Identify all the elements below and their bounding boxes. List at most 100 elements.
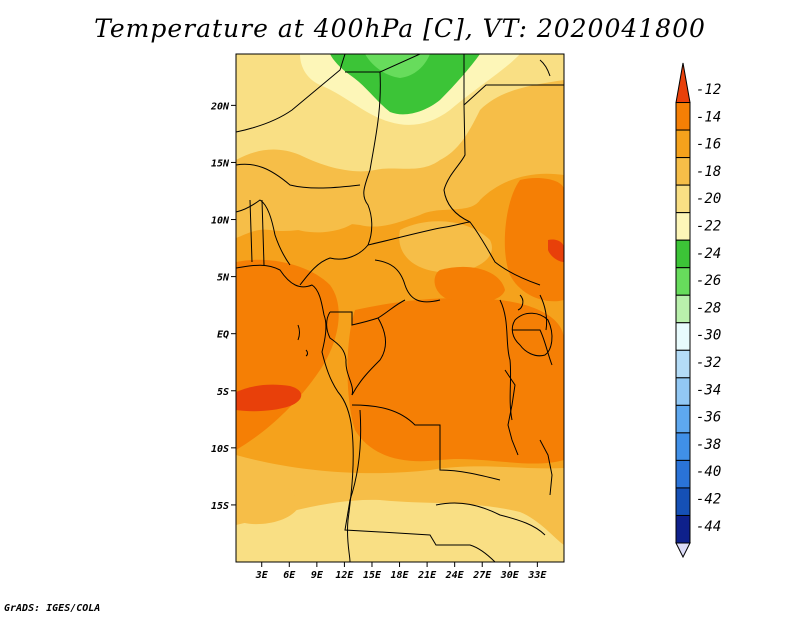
lon-tick-label: 3E bbox=[255, 570, 269, 581]
colorbar-swatch bbox=[675, 267, 691, 296]
colorbar-label: -40 bbox=[696, 464, 721, 480]
colorbar-swatch bbox=[675, 294, 691, 324]
colorbar-swatch bbox=[675, 212, 691, 241]
lake-malawi bbox=[539, 439, 553, 496]
colorbar: -12 -14 -16 -18 -20 -22 -24 -26 -28 -30 -32 -34 -36 -… bbox=[675, 62, 721, 559]
lon-tick-label: 24E bbox=[445, 570, 465, 581]
colorbar-swatch bbox=[675, 459, 691, 489]
lon-tick-label: 9E bbox=[311, 570, 324, 581]
field-band-24-green bbox=[330, 54, 480, 115]
lon-tick-label: 33E bbox=[527, 570, 547, 581]
border-20 bbox=[512, 329, 553, 366]
latitude-axis: 20N 15N 10N 5N EQ 5S 10S 15S bbox=[210, 101, 236, 512]
coastline bbox=[236, 264, 354, 562]
border-4 bbox=[463, 54, 564, 107]
colorbar-label: -20 bbox=[696, 191, 721, 207]
lat-tick-label: EQ bbox=[217, 330, 229, 341]
lat-tick-label: 10S bbox=[211, 444, 229, 455]
lat-tick-label: 15S bbox=[211, 501, 229, 512]
lon-tick-label: 27E bbox=[472, 570, 492, 581]
colorbar-label: -16 bbox=[696, 137, 721, 153]
lat-tick-label: 10N bbox=[211, 216, 230, 227]
border-5 bbox=[443, 104, 471, 223]
colorbar-swatch bbox=[675, 432, 691, 461]
border-12 bbox=[374, 259, 441, 303]
colorbar-swatch bbox=[675, 514, 691, 544]
temperature-field bbox=[236, 54, 564, 562]
border-7 bbox=[236, 199, 291, 266]
border-6 bbox=[236, 163, 361, 189]
field-band-26-green bbox=[365, 54, 430, 78]
colorbar-label: -32 bbox=[696, 355, 721, 371]
lon-tick-label: 21E bbox=[417, 570, 437, 581]
colorbar-label: -44 bbox=[696, 519, 721, 535]
longitude-axis: 3E 6E 9E 12E 15E 18E 21E 24E 27E 30E 33E bbox=[255, 562, 547, 581]
colorbar-label: -30 bbox=[696, 328, 721, 344]
lon-tick-label: 18E bbox=[391, 570, 410, 581]
field-patch-central-2 bbox=[399, 221, 492, 273]
border-14 bbox=[326, 311, 354, 396]
lat-tick-label: 20N bbox=[210, 101, 230, 112]
lat-tick-label: 5S bbox=[217, 387, 229, 398]
border-21 bbox=[539, 294, 548, 331]
chart-title: Temperature at 400hPa [C], VT: 202004180… bbox=[94, 14, 706, 43]
colorbar-swatch bbox=[675, 157, 691, 186]
border-19 bbox=[499, 299, 513, 421]
lake-nasser bbox=[539, 59, 551, 77]
colorbar-label: -38 bbox=[696, 437, 721, 453]
lon-tick-label: 30E bbox=[500, 570, 520, 581]
border-18 bbox=[435, 502, 546, 536]
field-band-14-east bbox=[504, 178, 564, 302]
colorbar-label: -22 bbox=[696, 219, 721, 235]
field-band-12-east bbox=[548, 239, 564, 262]
border-8 bbox=[249, 199, 253, 263]
border-17 bbox=[344, 409, 496, 562]
lat-tick-label: 15N bbox=[211, 158, 230, 169]
great-lakes bbox=[504, 59, 553, 496]
field-band-18-sw bbox=[236, 479, 300, 525]
lake-tanganyika bbox=[504, 369, 519, 456]
colorbar-label: -14 bbox=[696, 109, 721, 125]
colorbar-swatch bbox=[675, 322, 691, 351]
colorbar-label: -36 bbox=[696, 410, 721, 426]
border-16 bbox=[351, 404, 501, 481]
lon-tick-label: 6E bbox=[283, 570, 296, 581]
lake-albert bbox=[517, 294, 524, 311]
lat-tick-label: 5N bbox=[217, 273, 230, 284]
colorbar-label: -24 bbox=[696, 246, 721, 262]
colorbar-label: -26 bbox=[696, 273, 721, 289]
colorbar-swatch bbox=[675, 129, 691, 159]
coastline-island-2 bbox=[305, 349, 308, 357]
colorbar-label: -34 bbox=[696, 382, 721, 398]
grads-credit: GrADS: IGES/COLA bbox=[4, 603, 101, 614]
border-15 bbox=[351, 317, 387, 396]
field-patch-14-1 bbox=[434, 266, 505, 303]
lon-tick-label: 12E bbox=[335, 570, 354, 581]
border-1 bbox=[236, 54, 346, 133]
colorbar-swatch bbox=[675, 184, 691, 214]
country-borders bbox=[236, 54, 564, 562]
colorbar-label: -18 bbox=[696, 164, 721, 180]
border-13 bbox=[330, 299, 406, 326]
coastline-west bbox=[236, 264, 354, 562]
field-band-12-sw bbox=[236, 384, 302, 412]
colorbar-swatch bbox=[675, 349, 691, 379]
lake-victoria bbox=[511, 312, 553, 357]
colorbar-label: -12 bbox=[696, 82, 721, 98]
colorbar-swatch bbox=[675, 102, 691, 131]
border-11 bbox=[367, 221, 541, 286]
colorbar-top-arrow bbox=[675, 62, 691, 104]
colorbar-swatch bbox=[675, 487, 691, 516]
border-9 bbox=[261, 199, 265, 266]
colorbar-swatch bbox=[675, 404, 691, 434]
field-patch-central-1 bbox=[269, 189, 362, 233]
border-10 bbox=[299, 244, 369, 286]
border-3 bbox=[363, 71, 381, 246]
colorbar-swatch bbox=[675, 239, 691, 269]
field-band-14-central bbox=[347, 298, 564, 464]
colorbar-label: -28 bbox=[696, 300, 721, 316]
colorbar-label: -42 bbox=[696, 492, 721, 508]
field-band-20-south bbox=[236, 499, 564, 562]
coastline-island-1 bbox=[297, 324, 300, 341]
